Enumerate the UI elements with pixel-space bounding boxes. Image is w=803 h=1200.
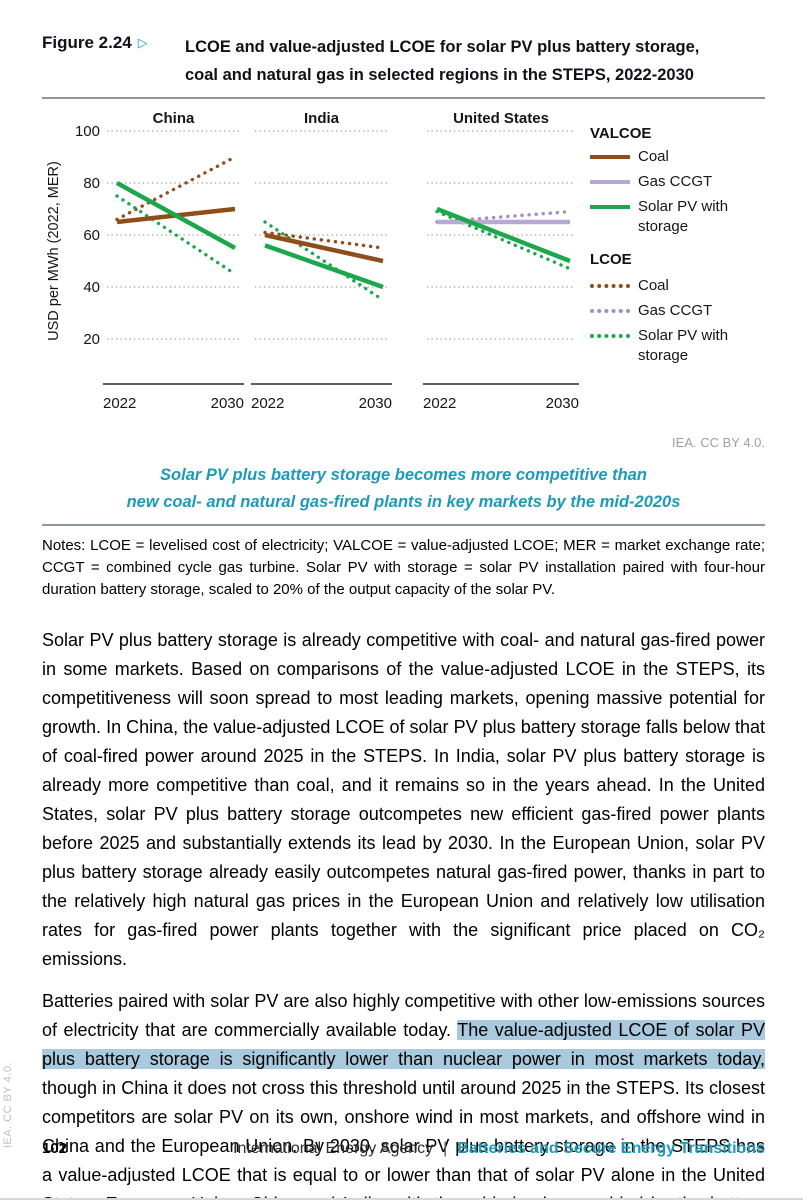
- paragraph-text-pre: Batteries paired with solar PV are also …: [42, 991, 765, 1040]
- y-tick-label: 80: [83, 175, 100, 192]
- legend-item: Coal: [590, 276, 765, 298]
- figure-subtitle-line-1: Solar PV plus battery storage becomes mo…: [160, 466, 647, 484]
- legend-label: Solar PV with storage: [638, 198, 729, 235]
- figure-subtitle-line-2: new coal- and natural gas-fired plants i…: [126, 493, 681, 511]
- legend-swatch-solid: [590, 180, 630, 184]
- legend-swatch-dotted: [590, 284, 630, 288]
- x-tick-label: 2030: [546, 395, 579, 412]
- series-valcoe-coal: [264, 232, 384, 264]
- body-paragraph-1: Solar PV plus battery storage is already…: [42, 630, 765, 969]
- legend-group-title: LCOE: [590, 251, 632, 268]
- legend-swatch-solid: [590, 155, 630, 159]
- panel-title: China: [153, 110, 195, 127]
- series-lcoe-coal: [115, 155, 237, 222]
- figure-title-line-2: coal and natural gas in selected regions…: [185, 66, 694, 84]
- panel-title: India: [304, 110, 340, 127]
- legend-swatch-dotted: [590, 309, 630, 313]
- figure-subtitle: Solar PV plus battery storage becomes mo…: [42, 462, 765, 516]
- legend-item: Solar PV with storage: [590, 197, 765, 237]
- page-bottom-edge: [0, 1198, 803, 1200]
- footer-book-title: Batteries and Secure Energy Transitions: [457, 1140, 765, 1157]
- series-valcoe-solar-pv-with-storage: [115, 181, 237, 250]
- legend-label: Solar PV with storage: [638, 327, 729, 364]
- series-valcoe-solar-pv-with-storage: [264, 243, 384, 290]
- legend-label: Gas CCGT: [638, 173, 713, 190]
- figure-title-line-1: LCOE and value-adjusted LCOE for solar P…: [185, 38, 700, 56]
- y-tick-label: 60: [83, 227, 100, 244]
- chart: 20 40 60 80 100 USD per MWh (2022, MER) China 2…: [42, 101, 765, 431]
- x-tick-label: 2030: [211, 395, 244, 412]
- chart-attribution: IEA. CC BY 4.0.: [672, 435, 765, 450]
- legend-label: Coal: [638, 277, 669, 294]
- footer-separator: |: [443, 1140, 448, 1157]
- figure-label: Figure 2.24: [42, 33, 132, 52]
- figure-header: Figure 2.24 ▷ LCOE and value-adjusted LCO…: [42, 33, 765, 89]
- legend-swatch-solid: [590, 205, 630, 209]
- legend-item: Gas CCGT: [590, 301, 765, 323]
- body-paragraph-2: Batteries paired with solar PV are also …: [42, 987, 765, 1200]
- figure-label-wrap: Figure 2.24 ▷: [42, 33, 185, 89]
- panel-title: United States: [453, 110, 549, 127]
- x-tick-label: 2030: [359, 395, 392, 412]
- side-attribution: IEA. CC BY 4.0.: [2, 1061, 14, 1148]
- legend-swatch-dotted: [590, 334, 630, 338]
- page-content: Figure 2.24 ▷ LCOE and value-adjusted LCO…: [42, 0, 765, 1200]
- paragraph-text-post: though in China it does not cross this t…: [42, 1078, 765, 1200]
- y-tick-label: 100: [75, 123, 100, 140]
- x-tick-label: 2022: [103, 395, 136, 412]
- notes-divider: [42, 524, 765, 526]
- y-tick-label: 20: [83, 331, 100, 348]
- x-tick-label: 2022: [251, 395, 284, 412]
- footer-org-name: International Energy Agency: [233, 1140, 434, 1157]
- series-lcoe-coal: [263, 230, 385, 250]
- legend-item: Coal: [590, 147, 765, 169]
- page-number: 102: [42, 1140, 68, 1157]
- chart-legend: VALCOE Coal Gas CCGT Solar PV with storage L…: [590, 125, 765, 369]
- chart-svg: 20 40 60 80 100 USD per MWh (2022, MER) China 2…: [46, 110, 579, 412]
- series-lcoe-solar-pv-with-storage: [263, 220, 385, 302]
- legend-label: Gas CCGT: [638, 302, 713, 319]
- footer-right: International Energy Agency | Batteries an…: [233, 1140, 765, 1158]
- legend-item: Gas CCGT: [590, 172, 765, 194]
- series-valcoe-solar-pv-with-storage: [436, 206, 571, 264]
- y-axis-label: USD per MWh (2022, MER): [46, 161, 62, 341]
- figure-title: LCOE and value-adjusted LCOE for solar P…: [185, 33, 765, 89]
- legend-label: Coal: [638, 148, 669, 165]
- x-tick-label: 2022: [423, 395, 456, 412]
- title-divider: [42, 97, 765, 99]
- figure-notes: Notes: LCOE = levelised cost of electric…: [42, 537, 765, 598]
- legend-item: Solar PV with storage: [590, 326, 765, 366]
- series-lcoe-solar-pv-with-storage: [115, 194, 237, 276]
- page-footer: 102 International Energy Agency | Batterie…: [42, 1140, 765, 1158]
- legend-group-title: VALCOE: [590, 125, 652, 142]
- triangle-marker-icon: ▷: [137, 35, 148, 50]
- y-tick-label: 40: [83, 279, 100, 296]
- series-lcoe-solar-pv-with-storage: [435, 209, 572, 271]
